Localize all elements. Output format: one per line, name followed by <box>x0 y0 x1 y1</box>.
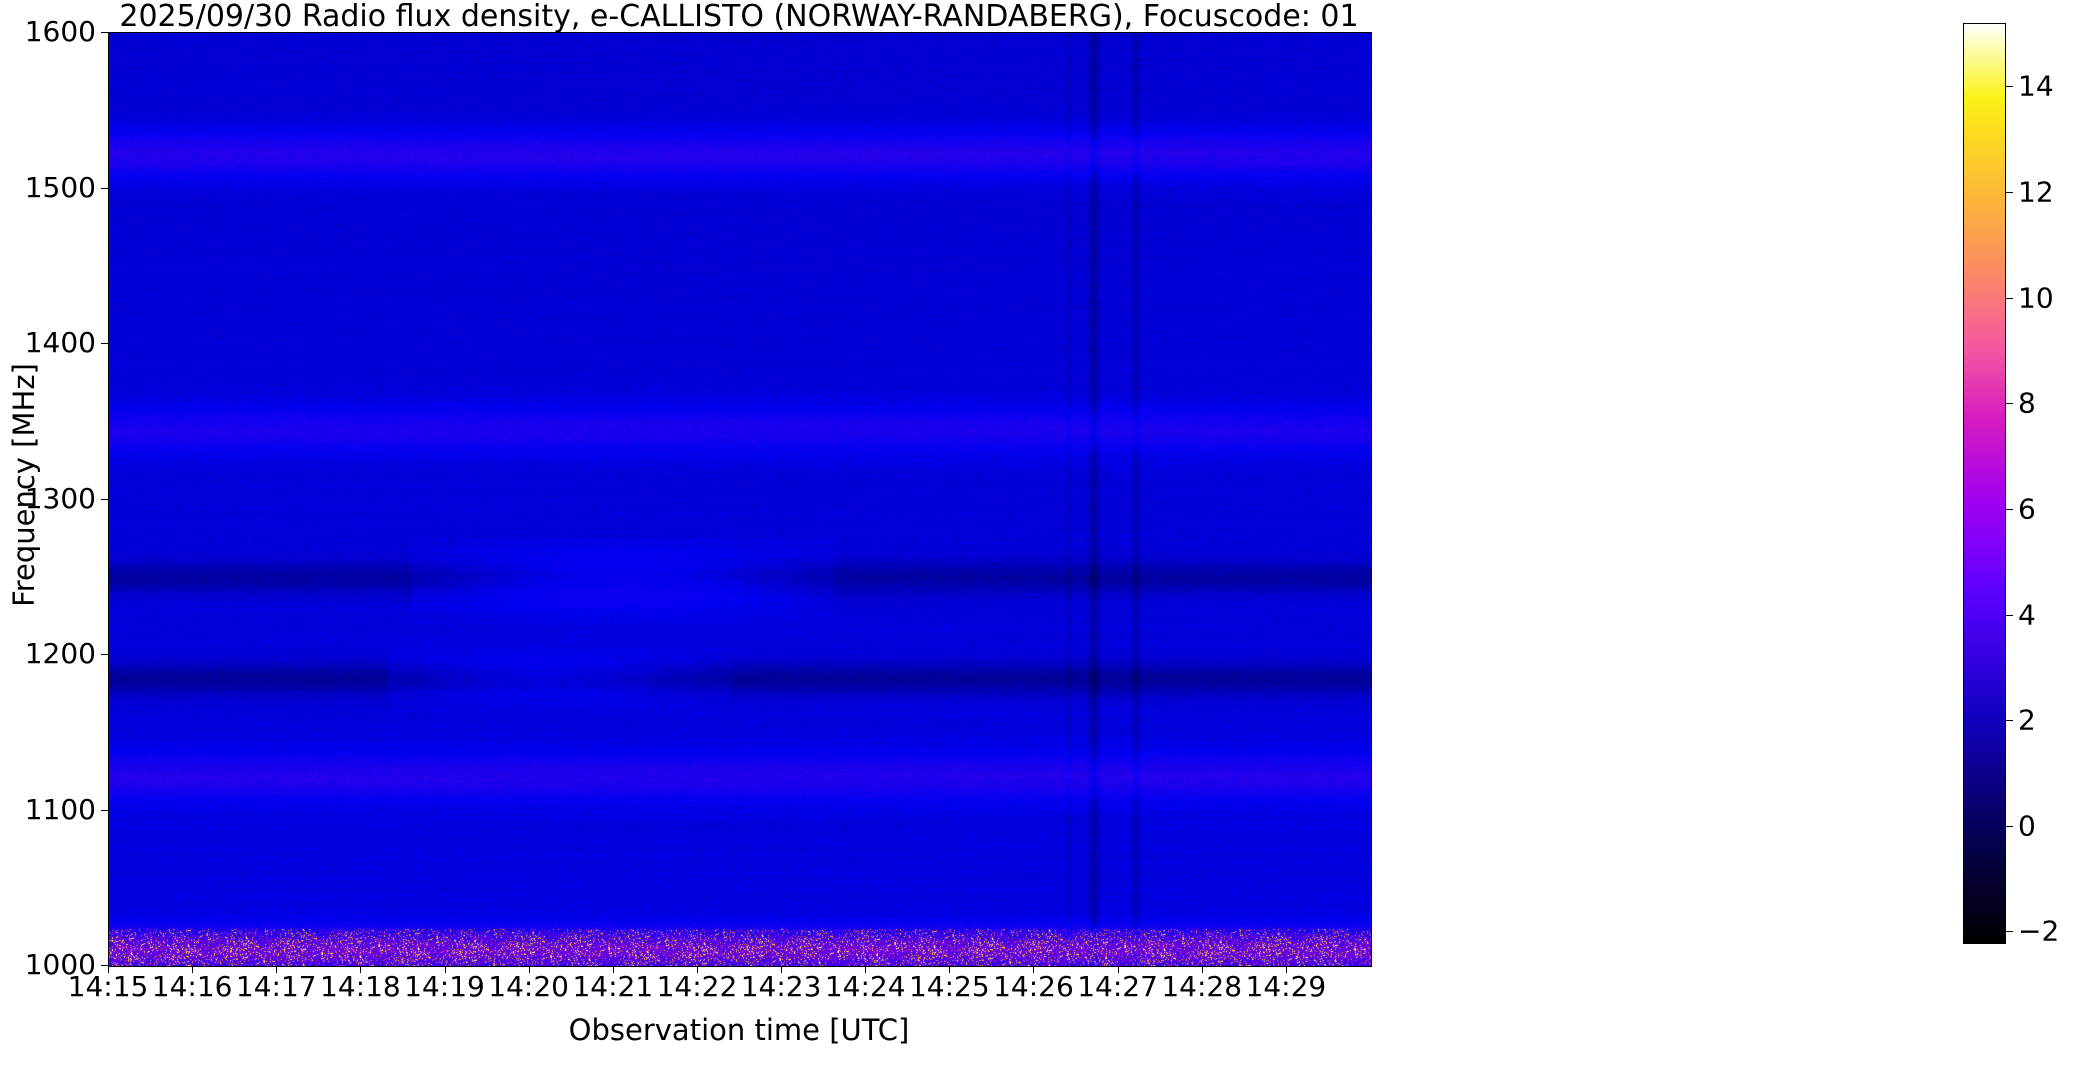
colorbar-tick-mark <box>2006 192 2013 193</box>
x-tick-mark <box>108 966 109 973</box>
y-tick-label: 1400 <box>24 326 96 359</box>
x-tick-label: 14:29 <box>1245 970 1327 1003</box>
colorbar-tick-mark <box>2006 508 2013 510</box>
spectrogram-plot-area <box>108 32 1372 967</box>
colorbar-tick-label: 8 <box>2018 386 2036 420</box>
colorbar-tick-mark <box>2006 720 2013 722</box>
colorbar-tick-label: 4 <box>2018 598 2036 632</box>
x-tick-mark <box>865 966 867 973</box>
colorbar-tick-label: 2 <box>2018 703 2036 737</box>
y-tick-mark <box>101 809 108 811</box>
x-tick-label: 14:21 <box>572 970 654 1003</box>
x-axis-label: Observation time [UTC] <box>568 1013 910 1047</box>
colorbar-tick-mark <box>2006 86 2013 88</box>
x-tick-mark <box>528 966 530 973</box>
x-tick-mark <box>949 966 951 973</box>
x-tick-label: 14:19 <box>404 970 485 1003</box>
y-tick-mark <box>101 343 108 344</box>
colorbar-tick-label: 10 <box>2018 281 2054 315</box>
colorbar-tick-label: 0 <box>2018 809 2036 843</box>
colorbar: −2 0 2 4 6 8 10 12 14 <box>1963 23 2059 948</box>
colorbar-tick-mark <box>2006 403 2013 405</box>
x-tick-label: 14:27 <box>1077 970 1158 1003</box>
y-tick-label: 1000 <box>24 948 96 981</box>
x-tick-mark <box>1033 966 1035 973</box>
x-tick-label: 14:26 <box>993 970 1074 1003</box>
y-tick-label: 1100 <box>24 792 96 826</box>
x-tick-mark <box>696 966 698 973</box>
x-tick-mark <box>360 966 362 973</box>
colorbar-tick-label: 14 <box>2018 69 2054 103</box>
x-tick-label: 14:16 <box>151 970 233 1003</box>
x-tick-mark <box>444 966 446 973</box>
x-tick-label: 14:18 <box>320 970 401 1003</box>
x-tick-label: 14:28 <box>1161 970 1243 1003</box>
x-tick-label: 14:15 <box>67 970 149 1003</box>
x-tick-label: 14:24 <box>824 970 906 1003</box>
colorbar-tick-mark <box>2006 825 2013 827</box>
x-tick-label: 14:17 <box>235 970 317 1003</box>
x-tick-label: 14:22 <box>656 970 738 1003</box>
y-tick-label: 1500 <box>24 170 96 204</box>
spectrogram-image <box>109 33 1371 966</box>
colorbar-tick-mark <box>2006 297 2013 299</box>
x-tick-label: 14:25 <box>908 970 990 1003</box>
x-tick-mark <box>276 966 278 973</box>
y-tick-mark <box>101 32 108 33</box>
colorbar-tick-label: 6 <box>2018 492 2036 526</box>
colorbar-tick-label: 12 <box>2018 175 2054 209</box>
y-tick-mark <box>101 654 108 655</box>
colorbar-tick-mark <box>2006 614 2013 616</box>
x-tick-mark <box>612 966 614 973</box>
x-tick-mark <box>1117 966 1119 973</box>
x-tick-mark <box>1285 966 1287 973</box>
x-tick-label: 14:23 <box>740 970 822 1003</box>
x-tick-mark <box>1201 966 1203 973</box>
x-tick-mark <box>781 966 783 973</box>
colorbar-gradient <box>1963 23 2006 944</box>
y-tick-label: 1600 <box>24 15 96 48</box>
y-tick-mark <box>101 187 108 189</box>
x-tick-label: 14:20 <box>488 970 570 1003</box>
y-tick-label: 1200 <box>24 637 96 670</box>
colorbar-tick-label: −2 <box>2018 914 2060 948</box>
y-tick-label: 1300 <box>24 481 96 515</box>
y-tick-mark <box>101 498 108 500</box>
x-tick-mark <box>192 966 194 973</box>
y-tick-mark <box>101 965 108 966</box>
page-title: 2025/09/30 Radio flux density, e-CALLIST… <box>119 0 1359 34</box>
colorbar-tick-mark <box>2006 931 2013 933</box>
